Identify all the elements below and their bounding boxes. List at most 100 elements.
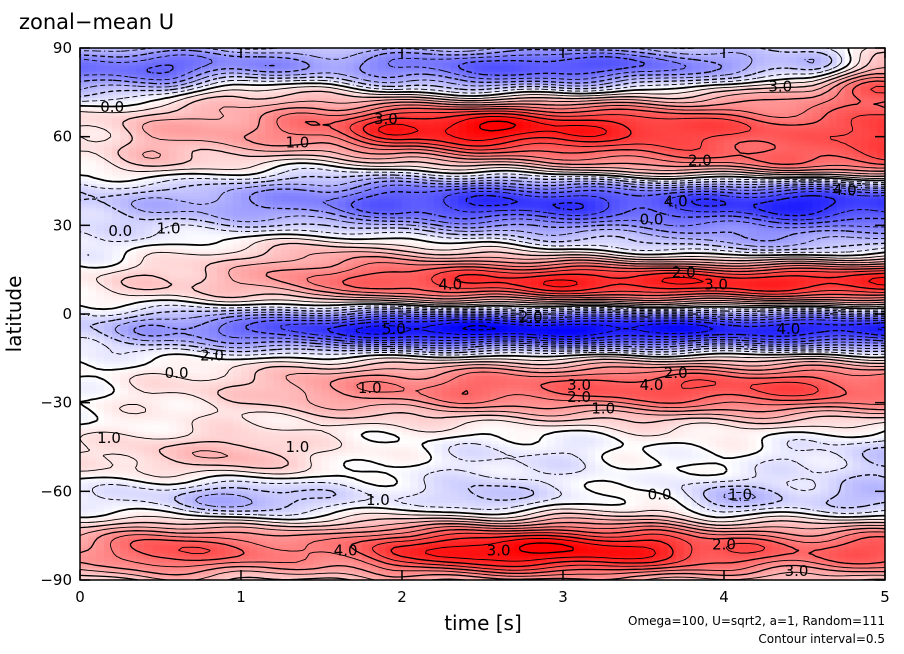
field-cell	[772, 50, 781, 55]
field-cell	[514, 74, 524, 79]
field-cell	[667, 71, 677, 76]
field-cell	[128, 48, 137, 52]
field-cell	[860, 68, 870, 73]
field-cell	[563, 53, 572, 58]
field-cell	[756, 53, 765, 58]
field-cell	[353, 65, 363, 70]
field-cell	[450, 62, 459, 67]
field-cell	[184, 65, 194, 70]
field-cell	[329, 50, 339, 55]
field-cell	[192, 59, 202, 64]
field-cell	[820, 62, 830, 67]
field-cell	[868, 59, 878, 64]
field-cell	[369, 71, 379, 76]
field-cell	[635, 65, 645, 70]
field-cell	[120, 53, 129, 58]
field-cell	[466, 65, 476, 70]
field-cell	[635, 71, 645, 76]
field-cell	[868, 48, 878, 52]
field-cell	[192, 77, 202, 82]
field-cell	[715, 50, 725, 55]
field-cell	[120, 62, 129, 67]
field-cell	[724, 74, 733, 79]
field-cell	[772, 53, 781, 58]
field-cell	[160, 56, 170, 61]
field-cell	[241, 77, 250, 82]
field-cell	[546, 50, 556, 55]
field-cell	[514, 68, 524, 73]
field-cell	[587, 65, 596, 70]
field-cell	[313, 65, 323, 70]
field-cell	[353, 71, 363, 76]
field-cell	[868, 50, 878, 55]
field-cell	[732, 56, 741, 61]
field-cell	[184, 59, 194, 64]
field-cell	[321, 59, 331, 64]
field-cell	[820, 48, 830, 52]
field-cell	[627, 56, 637, 61]
field-cell	[104, 50, 113, 55]
field-cell	[249, 53, 258, 58]
field-cell	[643, 71, 653, 76]
field-cell	[112, 48, 121, 52]
field-cell	[216, 48, 226, 52]
field-cell	[96, 50, 105, 55]
field-cell	[804, 68, 814, 73]
field-cell	[514, 71, 524, 76]
field-cell	[595, 65, 604, 70]
field-cell	[659, 62, 669, 67]
field-cell	[345, 71, 355, 76]
field-cell	[506, 71, 516, 76]
field-cell	[868, 62, 878, 67]
field-cell	[257, 71, 266, 76]
field-cell	[780, 50, 789, 55]
field-cell	[474, 68, 484, 73]
field-cell	[675, 74, 685, 79]
field-cell	[361, 53, 371, 58]
field-cell	[418, 77, 427, 82]
field-cell	[176, 68, 186, 73]
field-cell	[506, 50, 516, 55]
field-cell	[385, 65, 395, 70]
field-cell	[144, 48, 154, 52]
field-cell	[321, 77, 331, 82]
field-cell	[748, 53, 757, 58]
field-cell	[265, 59, 274, 64]
field-cell	[804, 48, 814, 52]
field-cell	[595, 59, 604, 64]
field-cell	[257, 77, 266, 82]
field-cell	[80, 77, 89, 82]
field-cell	[297, 68, 306, 73]
field-cell	[265, 74, 274, 79]
field-cell	[788, 56, 798, 61]
field-cell	[345, 48, 355, 52]
field-cell	[836, 62, 846, 67]
field-cell	[241, 56, 250, 61]
field-cell	[402, 48, 411, 52]
field-cell	[740, 56, 749, 61]
field-cell	[812, 56, 822, 61]
field-cell	[828, 74, 838, 79]
field-cell	[305, 59, 315, 64]
field-cell	[860, 71, 870, 76]
field-cell	[675, 59, 685, 64]
field-cell	[216, 62, 226, 67]
field-cell	[232, 65, 242, 70]
field-cell	[313, 56, 323, 61]
field-cell	[490, 53, 500, 58]
field-cell	[812, 65, 822, 70]
field-cell	[707, 53, 717, 58]
field-cell	[385, 68, 395, 73]
field-cell	[313, 59, 323, 64]
field-cell	[152, 48, 162, 52]
field-cell	[490, 59, 500, 64]
field-cell	[337, 68, 347, 73]
field-cell	[852, 59, 862, 64]
field-cell	[402, 59, 411, 64]
field-cell	[273, 53, 282, 58]
field-cell	[200, 56, 210, 61]
field-cell	[353, 48, 363, 52]
field-cell	[482, 74, 492, 79]
field-cell	[393, 48, 403, 52]
field-cell	[289, 62, 298, 67]
